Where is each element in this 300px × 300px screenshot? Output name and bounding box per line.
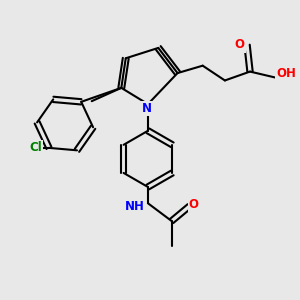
Text: OH: OH <box>277 68 296 80</box>
Text: O: O <box>235 38 245 52</box>
Text: O: O <box>189 198 199 211</box>
Text: NH: NH <box>125 200 145 213</box>
Text: Cl: Cl <box>29 141 42 154</box>
Text: N: N <box>142 102 152 115</box>
